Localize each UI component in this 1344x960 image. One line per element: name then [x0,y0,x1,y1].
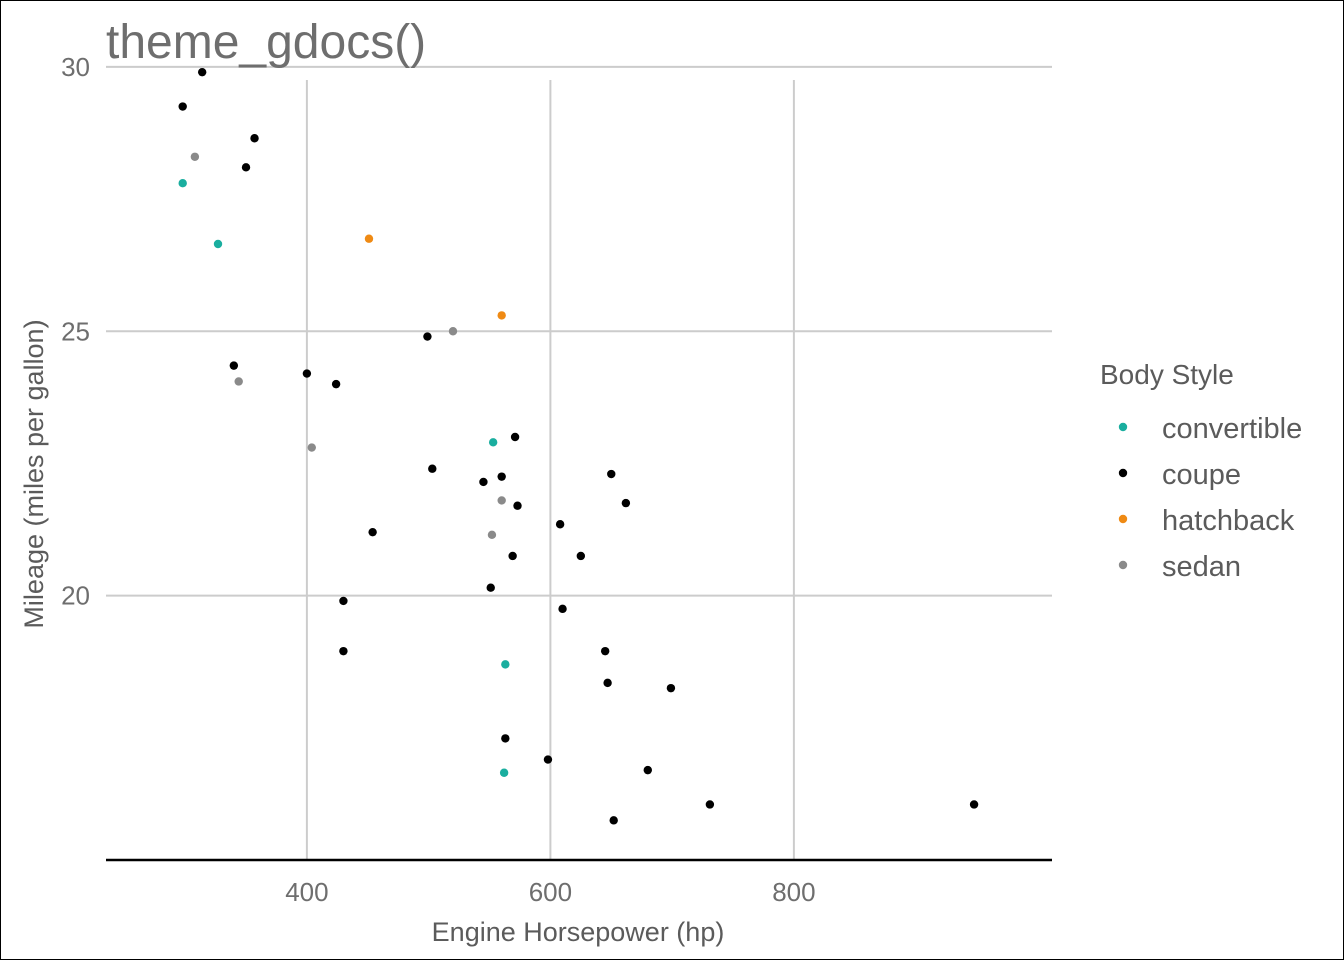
data-point-sedan [190,152,200,161]
data-point-coupe [969,800,979,809]
data-point-coupe [510,432,520,442]
data-point-coupe [555,520,565,529]
legend-items: convertible coupe hatchback sedan [1118,413,1302,583]
data-point-coupe [339,596,348,606]
x-tick-label: 600 [529,877,572,907]
data-point-coupe [508,551,517,561]
data-point-coupe [666,683,676,693]
x-axis-label: Engine Horsepower (hp) [432,917,725,947]
data-points [178,67,979,825]
data-point-coupe [497,472,506,481]
data-point-convertible [178,179,187,188]
data-point-coupe [643,765,652,775]
data-point-coupe [250,134,259,143]
legend-label-coupe: coupe [1162,459,1241,491]
y-tick-label: 25 [61,316,90,346]
data-point-coupe [513,501,522,510]
data-point-coupe [229,361,239,370]
data-point-sedan [487,530,497,540]
data-point-coupe [543,755,553,764]
data-point-coupe [558,604,567,614]
data-point-coupe [241,163,251,172]
data-point-sedan [448,327,458,336]
data-point-convertible [501,660,510,669]
legend-key-hatchback [1118,514,1128,524]
chart-title: theme_gdocs() [106,16,426,69]
data-point-hatchback [364,234,374,243]
legend-label-sedan: sedan [1162,551,1241,583]
y-axis-label: Mileage (miles per gallon) [19,319,49,628]
data-point-coupe [705,800,715,809]
data-point-coupe [339,646,348,656]
data-point-coupe [331,379,341,389]
legend-title: Body Style [1100,359,1234,390]
data-point-convertible [213,239,223,249]
legend-key-sedan [1118,560,1128,570]
data-point-coupe [302,369,312,378]
tick-labels: 400 600 800 20 25 30 [61,52,816,907]
data-point-sedan [497,496,506,505]
data-point-coupe [479,477,488,487]
data-point-coupe [609,816,618,825]
data-point-coupe [428,464,437,473]
grid-lines [106,65,1052,860]
data-point-coupe [621,498,631,508]
legend-label-hatchback: hatchback [1162,505,1295,537]
data-point-coupe [600,646,610,656]
data-point-coupe [368,527,377,537]
data-point-hatchback [497,311,506,320]
data-point-coupe [576,551,586,561]
legend-key-convertible [1118,422,1128,432]
data-point-coupe [178,102,187,111]
legend-label-convertible: convertible [1162,413,1302,445]
data-point-convertible [499,768,509,777]
y-tick-label: 30 [61,52,90,82]
legend-key-coupe [1118,468,1128,478]
data-point-coupe [603,678,612,688]
data-point-coupe [501,734,510,743]
legend: Body Style convertible coupe hatchback seda… [1100,359,1302,583]
y-tick-label: 20 [61,581,90,611]
data-point-coupe [197,67,207,77]
data-point-sedan [234,377,243,386]
data-point-coupe [607,469,616,479]
x-tick-label: 400 [285,877,328,907]
data-point-convertible [488,438,498,447]
x-tick-label: 800 [772,877,815,907]
data-point-coupe [423,332,432,341]
data-point-coupe [486,583,495,592]
data-point-sedan [307,443,316,452]
